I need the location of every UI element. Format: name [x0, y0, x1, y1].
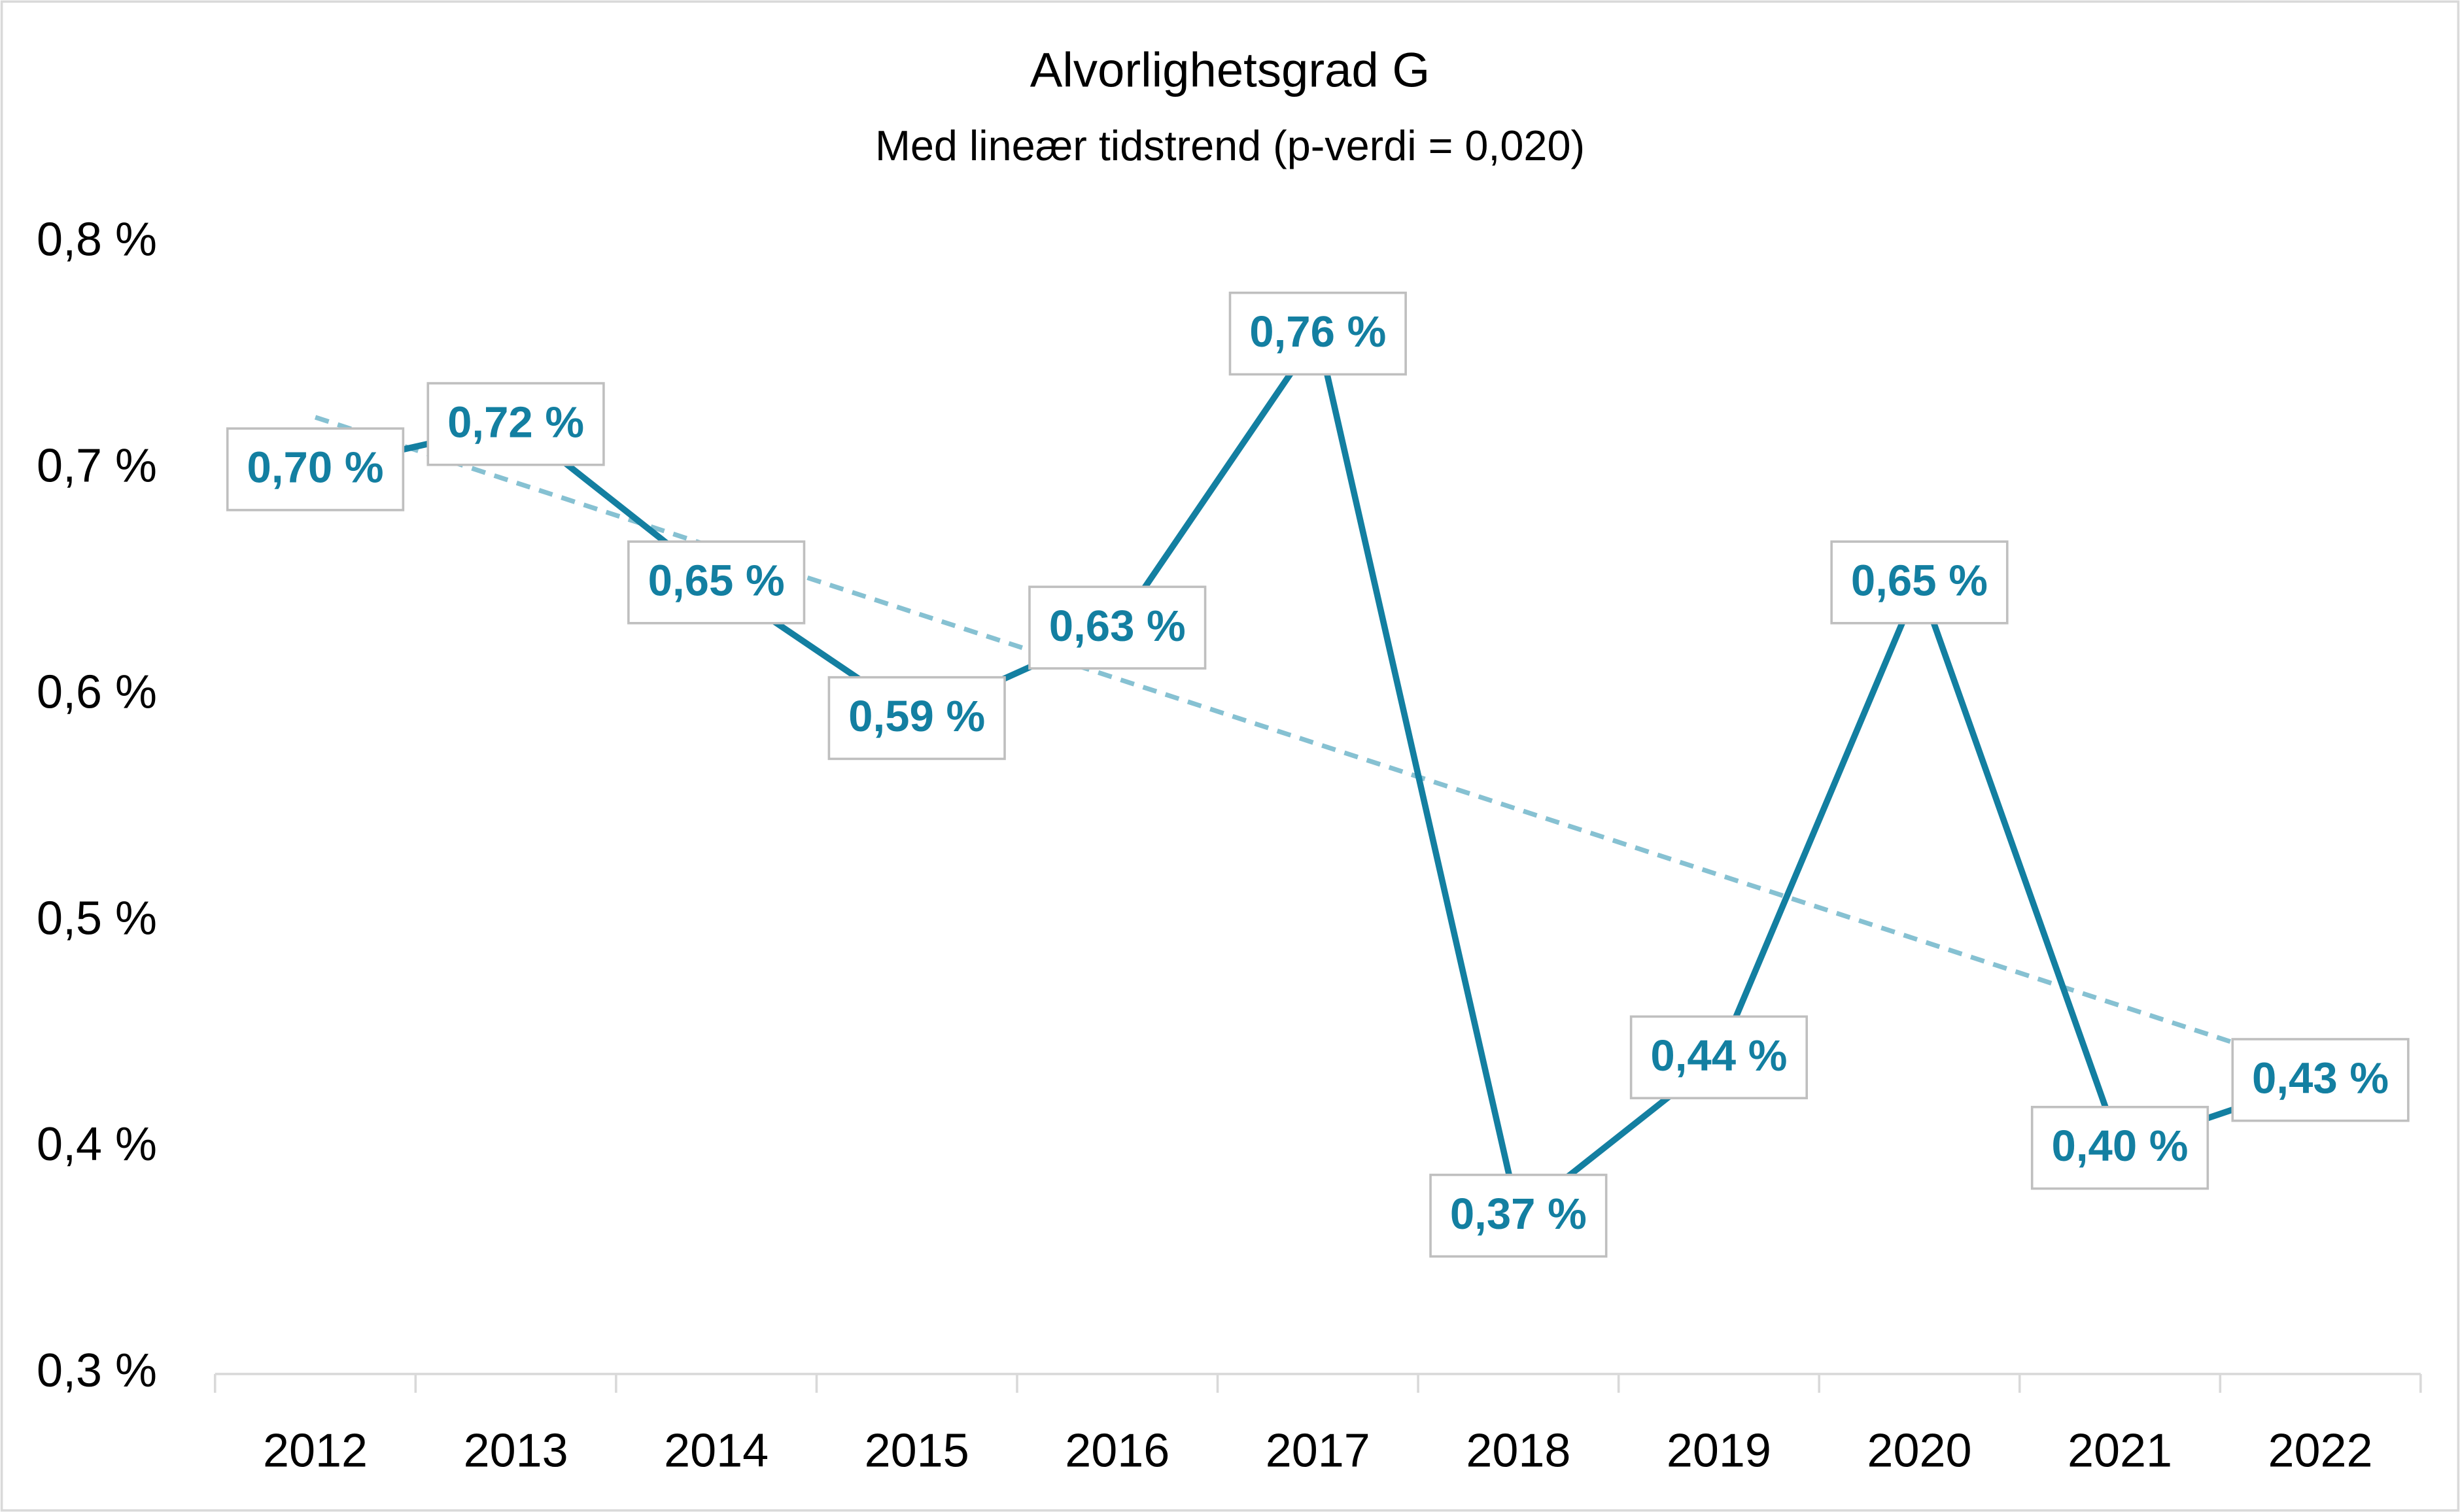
- x-tick-label: 2017: [1266, 1424, 1370, 1477]
- x-tick-label: 2012: [263, 1424, 368, 1477]
- data-label: 0,59 %: [848, 692, 985, 741]
- x-tick-label: 2019: [1667, 1424, 1771, 1477]
- data-label: 0,63 %: [1049, 602, 1186, 651]
- y-tick-label: 0,3 %: [37, 1345, 157, 1397]
- data-label-box: [1429, 1173, 1608, 1258]
- data-label: 0,72 %: [447, 398, 584, 447]
- data-label: 0,43 %: [2252, 1054, 2389, 1103]
- y-tick-label: 0,6 %: [37, 666, 157, 718]
- data-label: 0,37 %: [1450, 1190, 1587, 1239]
- x-tick-label: 2020: [1867, 1424, 1971, 1477]
- data-label: 0,70 %: [247, 443, 384, 492]
- data-label: 0,76 %: [1249, 307, 1386, 356]
- data-label: 0,44 %: [1650, 1031, 1787, 1080]
- data-label-box: [1830, 540, 2009, 625]
- chart-subtitle: Med lineær tidstrend (p-verdi = 0,020): [875, 122, 1585, 169]
- data-label-box: [627, 540, 806, 625]
- data-label-box: [1629, 1015, 1809, 1099]
- data-label-box: [827, 676, 1006, 761]
- data-label-box: [2231, 1038, 2410, 1122]
- x-tick-label: 2014: [664, 1424, 769, 1477]
- data-label-box: [426, 382, 605, 466]
- x-tick-label: 2016: [1065, 1424, 1169, 1477]
- x-tick-label: 2022: [2268, 1424, 2373, 1477]
- y-tick-label: 0,7 %: [37, 440, 157, 492]
- data-label-box: [2030, 1105, 2209, 1190]
- data-label: 0,65 %: [1851, 557, 1988, 606]
- y-tick-label: 0,8 %: [37, 214, 157, 266]
- y-tick-label: 0,4 %: [37, 1118, 157, 1171]
- x-tick-label: 2021: [2068, 1424, 2172, 1477]
- x-tick-label: 2015: [865, 1424, 969, 1477]
- data-label: 0,40 %: [2051, 1122, 2188, 1171]
- y-tick-label: 0,5 %: [37, 892, 157, 944]
- chart-title: Alvorlighetsgrad G: [1030, 43, 1430, 97]
- x-tick-label: 2013: [464, 1424, 568, 1477]
- x-tick-label: 2018: [1466, 1424, 1570, 1477]
- data-label-box: [1228, 291, 1407, 376]
- data-label-box: [1028, 585, 1207, 670]
- data-label: 0,65 %: [648, 557, 785, 606]
- data-label-box: [226, 427, 405, 511]
